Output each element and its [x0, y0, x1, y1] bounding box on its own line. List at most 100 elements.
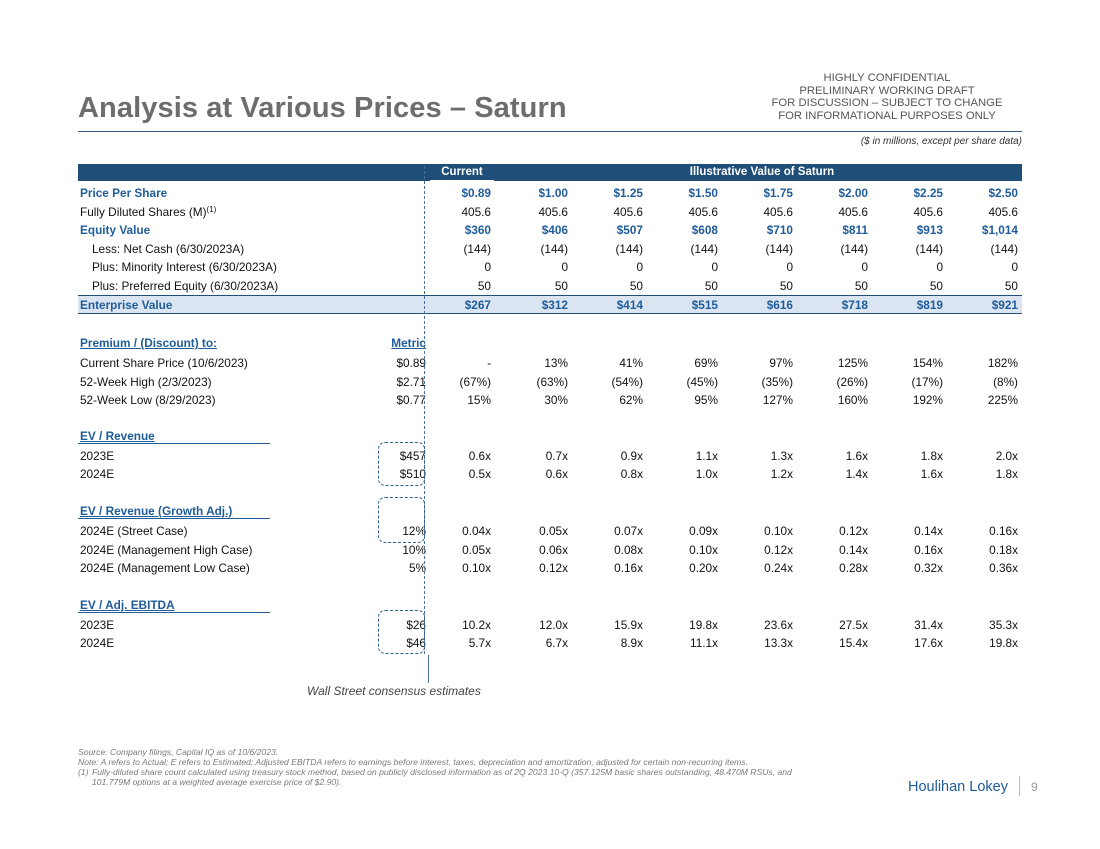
table-cell: 95% — [694, 393, 718, 407]
table-cell: $608 — [691, 223, 718, 237]
current-column-divider — [424, 166, 425, 654]
table-cell: (144) — [990, 242, 1018, 256]
footnote-1-line2: 101.779M options at a weighted average e… — [92, 777, 342, 787]
table-cell: 35.3x — [989, 618, 1018, 632]
table-cell: 0.14x — [914, 524, 943, 538]
table-cell: 192% — [912, 393, 943, 407]
table-cell: 1.1x — [695, 449, 718, 463]
metric-value: 12% — [402, 524, 426, 538]
footnote-1-cont: 101.779M options at a weighted average e… — [78, 777, 908, 787]
row-diluted-shares: Fully Diluted Shares (M)(1) 405.6 405.6 405… — [78, 203, 1022, 221]
table-cell: (63%) — [536, 375, 568, 389]
table-cell: 13.3x — [764, 636, 793, 650]
table-header-bar — [78, 164, 1022, 181]
row-label: Fully Diluted Shares (M)(1) — [80, 203, 216, 221]
title-divider — [78, 131, 1022, 132]
confidentiality-line: PRELIMINARY WORKING DRAFT — [799, 84, 975, 97]
table-cell: $360 — [464, 223, 491, 237]
table-cell: $718 — [841, 298, 868, 312]
brand-divider — [1019, 776, 1020, 796]
footnote-source: Source: Company filings, Capital IQ as o… — [78, 747, 279, 757]
table-cell: $414 — [616, 298, 643, 312]
table-cell: $1.00 — [538, 186, 568, 200]
premium-section-heading-row: Premium / (Discount) to: Metric — [78, 334, 1022, 352]
row-label: 52-Week High (2/3/2023) — [80, 375, 212, 389]
table-cell: 0.5x — [468, 467, 491, 481]
table-cell: 15% — [467, 393, 491, 407]
table-cell: 0.16x — [989, 524, 1018, 538]
table-cell: (26%) — [836, 375, 868, 389]
header-illustrative: Illustrative Value of Saturn — [689, 166, 835, 178]
row-label: 52-Week Low (8/29/2023) — [80, 393, 216, 407]
row-label: 2024E — [80, 467, 115, 481]
row-label: 2024E (Management Low Case) — [80, 561, 250, 575]
table-cell: 1.4x — [845, 467, 868, 481]
metric-value: $26 — [406, 618, 426, 632]
table-cell: 19.8x — [989, 636, 1018, 650]
table-cell: 0.12x — [764, 543, 793, 557]
table-cell: $921 — [991, 298, 1018, 312]
table-cell: 1.6x — [845, 449, 868, 463]
row-label: 2024E (Management High Case) — [80, 543, 253, 557]
table-cell: $2.50 — [988, 186, 1018, 200]
table-cell: 0.05x — [539, 524, 568, 538]
metric-value: $2.71 — [396, 375, 426, 389]
table-cell: 0 — [484, 260, 491, 274]
table-cell: $1.75 — [763, 186, 793, 200]
table-cell: $507 — [616, 223, 643, 237]
table-cell: 12.0x — [539, 618, 568, 632]
table-cell: 30% — [544, 393, 568, 407]
table-cell: 0.06x — [539, 543, 568, 557]
table-cell: 23.6x — [764, 618, 793, 632]
premium-section-row: 52-Week High (2/3/2023) $2.71 (67%) (63%) (5… — [78, 373, 1022, 391]
ev-ebitda-section-row: 2024E $46 5.7x 6.7x 8.9x 11.1x 13.3x 15.4x 17.6x… — [78, 634, 1022, 652]
table-cell: 50 — [554, 279, 568, 293]
table-cell: $312 — [541, 298, 568, 312]
table-cell: 0 — [561, 260, 568, 274]
table-cell: 0.09x — [689, 524, 718, 538]
table-cell: 31.4x — [914, 618, 943, 632]
table-cell: $710 — [766, 223, 793, 237]
header-current: Current — [430, 164, 494, 181]
table-cell: 50 — [854, 279, 868, 293]
table-cell: 0.20x — [689, 561, 718, 575]
table-cell: (144) — [915, 242, 943, 256]
table-cell: 8.9x — [620, 636, 643, 650]
table-cell: 1.6x — [920, 467, 943, 481]
table-cell: 405.6 — [688, 205, 718, 219]
table-cell: (67%) — [459, 375, 491, 389]
metric-value: $510 — [399, 467, 426, 481]
table-cell: $2.25 — [913, 186, 943, 200]
row-label: 2024E — [80, 636, 115, 650]
row-preferred-equity: Plus: Preferred Equity (6/30/2023A) 50 50 5… — [78, 277, 1022, 295]
metric-value: 5% — [408, 561, 426, 575]
row-label: Plus: Preferred Equity (6/30/2023A) — [92, 279, 279, 293]
page-title: Analysis at Various Prices – Saturn — [78, 92, 567, 124]
table-cell: (35%) — [761, 375, 793, 389]
ev-ebitda-section-heading-row: EV / Adj. EBITDA — [78, 596, 1022, 614]
table-cell: 15.9x — [614, 618, 643, 632]
table-cell: $0.89 — [461, 186, 491, 200]
table-cell: 0 — [786, 260, 793, 274]
table-cell: 97% — [769, 356, 793, 370]
ev-growth-section-row: 2024E (Street Case) 12% 0.04x 0.05x 0.07x 0.0… — [78, 522, 1022, 540]
table-cell: 0.9x — [620, 449, 643, 463]
table-cell: (54%) — [611, 375, 643, 389]
table-cell: - — [487, 356, 491, 370]
consensus-highlight-revenue — [378, 442, 425, 486]
page-number: 9 — [1031, 780, 1038, 794]
row-label: Equity Value — [80, 223, 151, 237]
row-label-text: Fully Diluted Shares (M) — [80, 205, 207, 219]
table-cell: 0.10x — [462, 561, 491, 575]
table-cell: $267 — [464, 298, 491, 312]
table-cell: 405.6 — [988, 205, 1018, 219]
confidentiality-line: FOR DISCUSSION – SUBJECT TO CHANGE — [771, 97, 1003, 109]
row-net-cash: Less: Net Cash (6/30/2023A) (144) (144) (14… — [78, 240, 1022, 258]
table-cell: 182% — [987, 356, 1018, 370]
section-underline — [78, 612, 270, 613]
section-underline — [78, 443, 270, 444]
row-label: Price Per Share — [80, 186, 168, 200]
table-cell: 1.3x — [770, 449, 793, 463]
table-cell: 0 — [1011, 260, 1018, 274]
table-cell: 405.6 — [763, 205, 793, 219]
